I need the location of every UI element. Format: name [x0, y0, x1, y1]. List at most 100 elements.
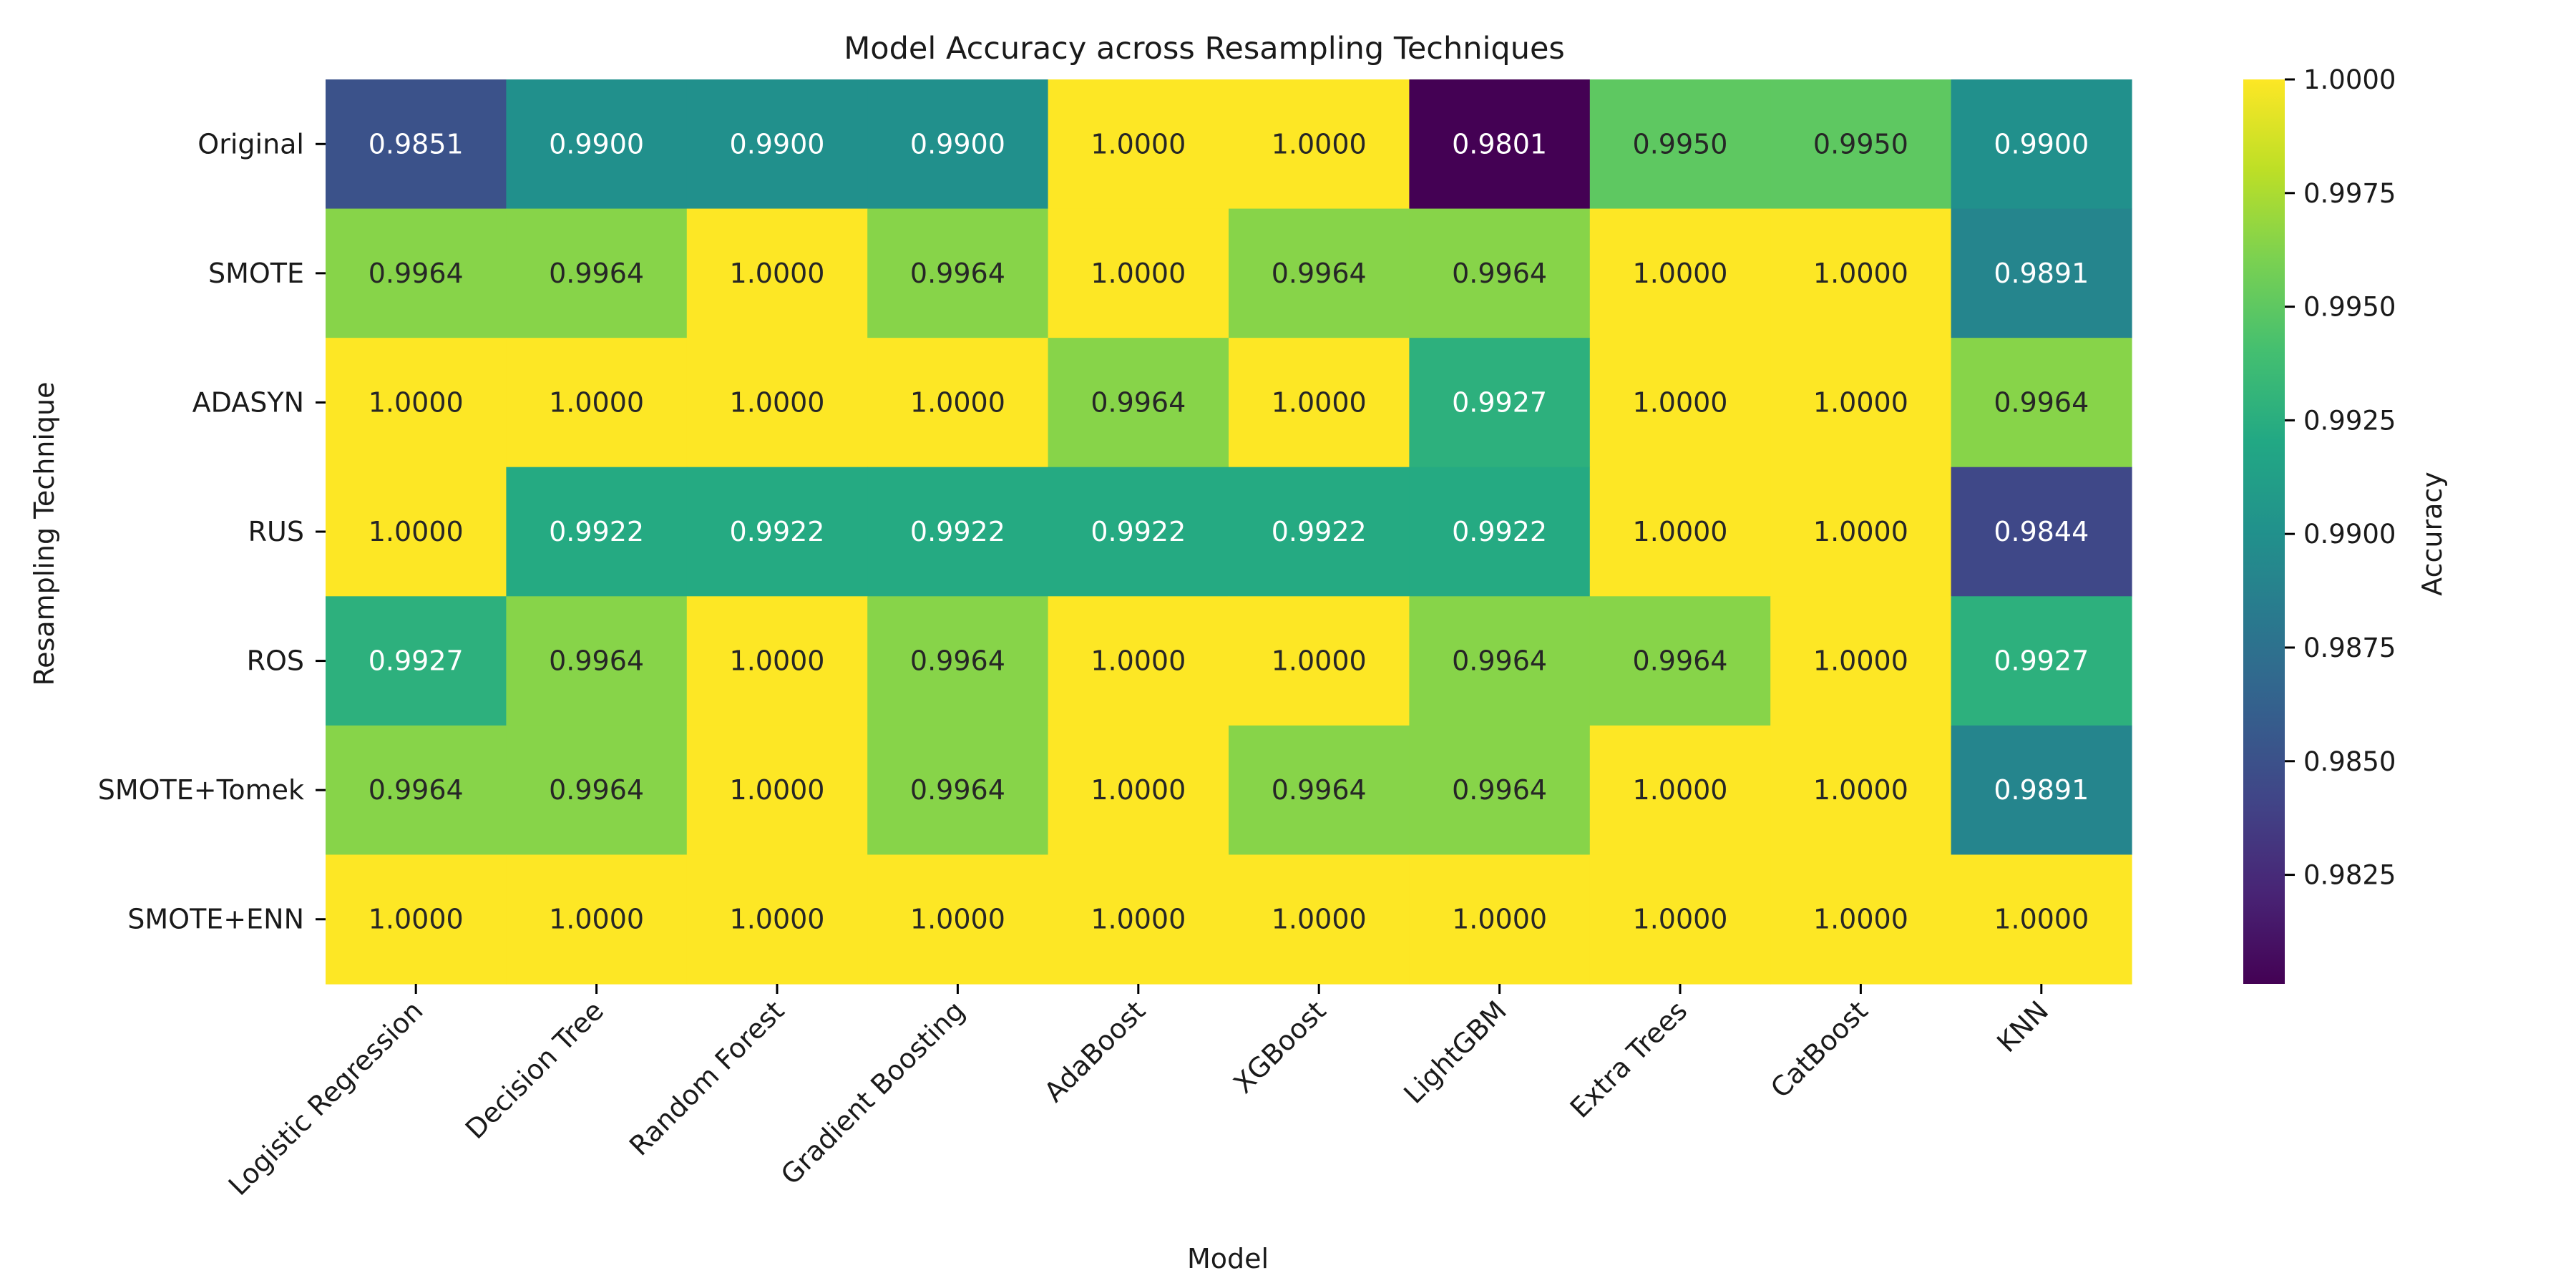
y-tick-label: Original [197, 128, 304, 160]
heatmap-cell [1048, 854, 1229, 985]
heatmap-cell [1409, 725, 1591, 856]
cell-value-label: 1.0000 [1272, 904, 1367, 935]
heatmap-cell [1048, 467, 1229, 597]
heatmap-cell [867, 208, 1049, 338]
heatmap-cell [1048, 79, 1229, 210]
cell-value-label: 0.9964 [1272, 774, 1367, 806]
heatmap-cell [326, 338, 507, 468]
heatmap-cell [1951, 596, 2132, 726]
y-tick-label: SMOTE+ENN [127, 904, 304, 935]
colorbar: 0.9825 0.9850 0.9875 0.9900 0.9925 0.9950 0.99… [2243, 64, 2396, 984]
heatmap-cell [326, 208, 507, 338]
x-tick-label: Random Forest [623, 995, 790, 1161]
heatmap-cell [1229, 467, 1410, 597]
heatmap-cell [1770, 208, 1952, 338]
heatmap-cell [686, 596, 868, 726]
cell-value-label: 1.0000 [1091, 904, 1186, 935]
heatmap-cell [1229, 596, 1410, 726]
cell-value-label: 0.9964 [1452, 645, 1547, 677]
heatmap-cell [867, 79, 1049, 210]
cell-value-label: 1.0000 [369, 516, 464, 547]
heatmap-cell [867, 725, 1049, 856]
colorbar-label: Accuracy [2416, 472, 2448, 596]
y-tick-label: ROS [247, 645, 304, 677]
heatmap-cell [686, 208, 868, 338]
x-tick-label: KNN [1991, 995, 2054, 1058]
colorbar-tick-label: 0.9875 [2303, 633, 2396, 663]
cell-value-label: 0.9964 [910, 258, 1005, 289]
x-tick-label: Extra Trees [1564, 995, 1694, 1124]
colorbar-tick-label: 0.9975 [2303, 178, 2396, 209]
x-tick-label: Logistic Regression [223, 995, 429, 1201]
cell-value-label: 1.0000 [1813, 774, 1908, 806]
cell-value-label: 1.0000 [1272, 386, 1367, 418]
colorbar-scale [2243, 79, 2285, 984]
heatmap-cell [1229, 338, 1410, 468]
cell-value-label: 1.0000 [1091, 258, 1186, 289]
cell-value-label: 0.9964 [369, 258, 464, 289]
colorbar-tick-label: 0.9825 [2303, 860, 2396, 891]
y-tick-label: SMOTE [208, 258, 304, 289]
cell-value-label: 0.9900 [549, 128, 644, 160]
heatmap-cell [1048, 208, 1229, 338]
y-tick-label: ADASYN [192, 386, 304, 418]
x-tick-label: Decision Tree [459, 995, 610, 1145]
y-tick-label: SMOTE+Tomek [98, 774, 304, 806]
x-tick-label: XGBoost [1227, 995, 1332, 1099]
cell-value-label: 1.0000 [1272, 645, 1367, 677]
cell-value-label: 1.0000 [1813, 645, 1908, 677]
cell-value-label: 0.9964 [910, 774, 1005, 806]
cell-value-label: 0.9922 [549, 516, 644, 547]
cell-value-label: 0.9964 [549, 774, 644, 806]
cell-value-label: 0.9964 [549, 645, 644, 677]
heatmap-cell [1048, 338, 1229, 468]
cell-value-label: 1.0000 [730, 904, 825, 935]
heatmap-cell [506, 338, 688, 468]
cell-value-label: 0.9801 [1452, 128, 1547, 160]
cell-value-label: 0.9964 [1452, 258, 1547, 289]
cell-value-label: 1.0000 [1813, 386, 1908, 418]
heatmap-cell [1951, 854, 2132, 985]
heatmap-cell [867, 854, 1049, 985]
cell-value-label: 0.9900 [1994, 128, 2089, 160]
cell-value-label: 0.9922 [910, 516, 1005, 547]
colorbar-tick-label: 0.9950 [2303, 292, 2396, 323]
y-tick-label: RUS [248, 516, 304, 547]
heatmap-cell [326, 854, 507, 985]
heatmap-cell [1048, 596, 1229, 726]
colorbar-tick-label: 0.9900 [2303, 519, 2396, 550]
heatmap-cell [326, 596, 507, 726]
heatmap-cell [1409, 467, 1591, 597]
cell-value-label: 0.9900 [730, 128, 825, 160]
cell-value-label: 0.9922 [730, 516, 825, 547]
heatmap-cell [686, 854, 868, 985]
heatmap-cell [1770, 338, 1952, 468]
cell-value-label: 0.9964 [1452, 774, 1547, 806]
heatmap-cell [1409, 854, 1591, 985]
cell-value-label: 0.9964 [1272, 258, 1367, 289]
heatmap-cell [1770, 467, 1952, 597]
colorbar-tick-label: 0.9850 [2303, 746, 2396, 777]
cell-value-label: 1.0000 [1994, 904, 2089, 935]
cell-value-label: 1.0000 [1633, 904, 1728, 935]
cell-value-label: 1.0000 [549, 386, 644, 418]
cell-value-label: 0.9964 [1994, 386, 2089, 418]
cell-value-label: 0.9927 [1452, 386, 1547, 418]
cell-value-label: 1.0000 [549, 904, 644, 935]
heatmap-cell [1589, 208, 1771, 338]
heatmap-cell [506, 467, 688, 597]
heatmap-cell [1589, 854, 1771, 985]
cell-value-label: 1.0000 [1091, 774, 1186, 806]
heatmap-cell [506, 596, 688, 726]
heatmap-cell [1951, 208, 2132, 338]
heatmap-cell [1229, 79, 1410, 210]
cell-value-label: 0.9900 [910, 128, 1005, 160]
heatmap-cell [1951, 79, 2132, 210]
heatmap-cell [326, 79, 507, 210]
cell-value-label: 1.0000 [1813, 516, 1908, 547]
heatmap-cell [1589, 467, 1771, 597]
heatmap-cell [867, 596, 1049, 726]
cell-value-label: 0.9891 [1994, 258, 2089, 289]
cell-value-label: 0.9844 [1994, 516, 2089, 547]
